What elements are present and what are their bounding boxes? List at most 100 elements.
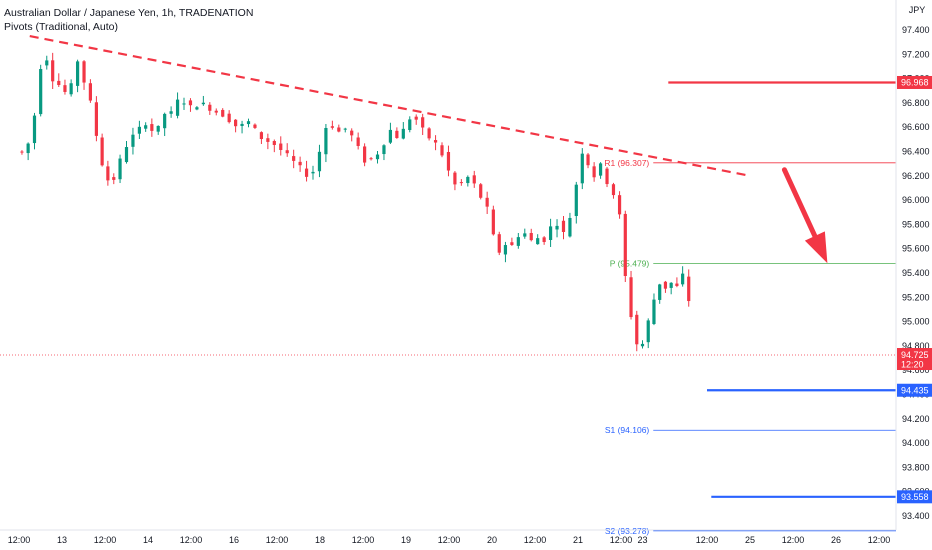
candle-body (253, 124, 257, 128)
candle-body (208, 104, 212, 111)
candle-body (408, 119, 412, 131)
level-tag (897, 383, 932, 397)
candle-body (646, 320, 650, 343)
candle-body (156, 125, 160, 132)
candle-body (369, 158, 373, 160)
candle-body (414, 116, 418, 120)
candle-body (246, 121, 251, 125)
candle-body (124, 147, 129, 163)
pivot-label-p: P (95.479) (610, 258, 650, 268)
candle-body (20, 151, 24, 153)
candle-body (221, 109, 225, 117)
y-tick-label: 97.400 (902, 25, 930, 35)
candle-body (26, 143, 30, 154)
level-tag-text: 94.435 (901, 385, 929, 395)
y-tick-label: 96.400 (902, 147, 930, 157)
candle-body (446, 151, 451, 171)
current-price-text: 94.725 (901, 350, 929, 360)
candle-body (586, 154, 590, 166)
level-tag-text: 93.558 (901, 492, 929, 502)
candle-body (395, 130, 399, 138)
projection-arrow[interactable] (781, 167, 828, 264)
candles (20, 52, 691, 352)
candle-body (201, 102, 205, 105)
candle-body (214, 110, 218, 113)
candle-body (88, 83, 92, 101)
candle-body (497, 234, 501, 253)
candle-body (617, 195, 622, 215)
trendline[interactable] (29, 34, 751, 177)
y-tick-label: 95.400 (902, 268, 930, 278)
candle-body (169, 111, 173, 114)
y-tick-label: 95.600 (902, 244, 930, 254)
resistance-trendline[interactable] (29, 34, 751, 177)
indicator-label[interactable]: Pivots (Traditional, Auto) (4, 21, 118, 33)
candle-body (131, 134, 135, 147)
arrow-head[interactable] (804, 231, 828, 264)
candle-body (681, 273, 685, 285)
candle-body (150, 124, 154, 131)
time-axis[interactable]: 12:00 13 12:00 14 12:00 16 12:00 18 12:00 19 12:00… (0, 529, 896, 545)
candle-body (440, 145, 444, 156)
y-tick-label: 94.600 (902, 365, 930, 375)
candle-body (118, 158, 122, 180)
candle-body (388, 129, 393, 143)
y-tick-label: 96.200 (902, 171, 930, 181)
candle-body (317, 151, 322, 172)
candle-body (100, 137, 104, 166)
candle-body (568, 217, 572, 237)
candle-body (106, 166, 110, 181)
candle-body (163, 113, 167, 129)
candle-body (542, 237, 546, 243)
candle-body (592, 166, 596, 178)
symbol-title[interactable]: Australian Dollar / Japanese Yen, 1h, TR… (4, 7, 254, 19)
x-tick-label: 12:00 (524, 535, 547, 545)
candle-body (640, 343, 645, 347)
x-tick-label: 14 (143, 535, 153, 545)
candle-body (330, 126, 334, 128)
candle-body (195, 107, 199, 110)
candle-body (94, 102, 98, 136)
candle-body (227, 113, 231, 123)
candle-body (598, 163, 603, 176)
candle-body (675, 283, 679, 286)
y-tick-label: 95.800 (902, 219, 930, 229)
x-tick-label: 18 (315, 535, 325, 545)
y-tick-label: 94.000 (902, 438, 930, 448)
candle-body (580, 153, 584, 184)
candle-body (311, 171, 315, 174)
currency-label: JPY (908, 5, 926, 15)
candle-body (635, 314, 639, 345)
y-tick-label: 96.000 (902, 195, 930, 205)
candle-body (188, 100, 193, 106)
candle-body (57, 80, 61, 86)
candle-body (453, 172, 457, 185)
level-tag (897, 75, 932, 89)
pivot-label-s1: S1 (94.106) (605, 425, 650, 435)
candle-body (343, 128, 347, 130)
arrow-shaft[interactable] (781, 167, 818, 239)
x-tick-label: 20 (487, 535, 497, 545)
current-price-tag (897, 348, 932, 371)
horizontal-levels[interactable] (0, 81, 896, 498)
x-tick-label: 12:00 (352, 535, 375, 545)
y-tick-label: 96.800 (902, 98, 930, 108)
pivot-lines: R1 (96.307) P (95.479) S1 (94.106) S2 (93.2… (604, 158, 896, 536)
candle-body (687, 276, 691, 302)
candle-body (144, 125, 148, 129)
candle-body (561, 220, 566, 232)
x-tick-label: 12:00 (438, 535, 461, 545)
x-tick-label: 12:00 (868, 535, 891, 545)
y-tick-label: 93.400 (902, 511, 930, 521)
candle-body (510, 242, 514, 245)
candle-body (479, 184, 483, 198)
candle-body (82, 61, 86, 83)
x-tick-label: 13 (57, 535, 67, 545)
x-tick-label: 12:00 (782, 535, 805, 545)
candle-body (363, 146, 367, 163)
level-tag (897, 490, 932, 504)
candle-body (112, 177, 116, 180)
candle-body (298, 161, 302, 166)
